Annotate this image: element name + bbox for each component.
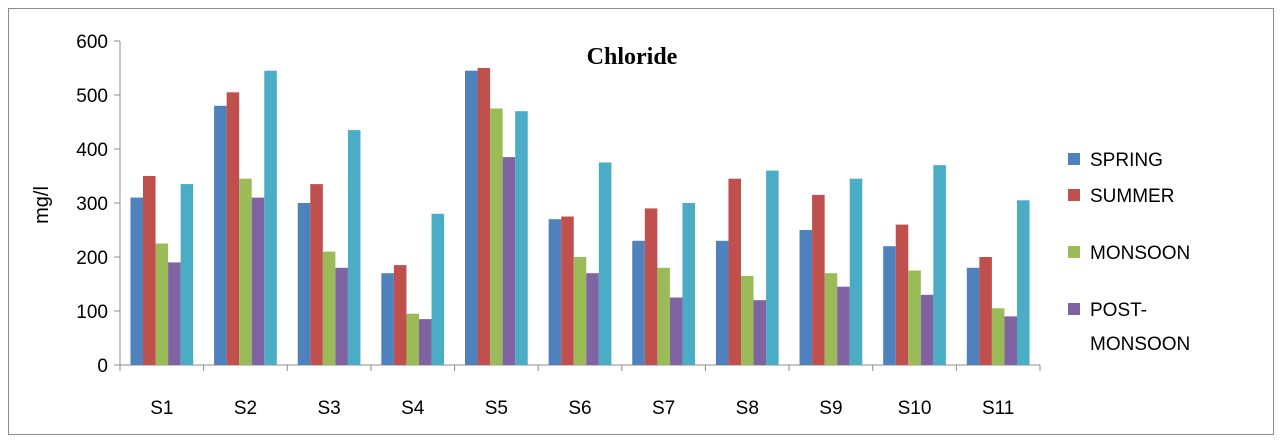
legend-swatch-spring [1068,153,1080,165]
bar [239,178,252,365]
chart-title: Chloride [587,44,678,70]
bar [766,170,779,365]
bar [715,240,729,365]
bar [1004,316,1017,365]
legend-label-summer: SUMMER [1090,186,1174,207]
bar [490,108,503,365]
x-tick-label: S8 [736,398,759,419]
bar [837,286,850,365]
bar [598,162,612,365]
x-tick-label: S6 [568,398,591,419]
y-tick-label: 500 [76,86,108,107]
x-tick-label: S2 [234,398,257,419]
y-tick-label: 300 [76,194,108,215]
x-tick-label: S9 [819,398,842,419]
bar [214,105,227,366]
bar [883,246,896,365]
bar [347,130,361,365]
bar [393,265,407,365]
bar [966,267,980,365]
bar [155,243,169,365]
bar [991,308,1005,365]
y-tick-label: 100 [76,302,108,323]
y-axis-title: mg/l [31,186,53,224]
bar [226,92,240,366]
bar [143,176,156,365]
x-tick-label: S5 [485,398,508,419]
bar [477,68,491,365]
bar [933,165,946,365]
bars [130,68,1030,366]
x-tick-label: S3 [317,398,340,419]
bar [130,197,143,365]
x-tick-label: S1 [150,398,173,419]
x-tick-label: S4 [401,398,425,419]
bar [979,257,992,365]
x-axis: S1 S2 S3 S4 S5 S6 S7 S8 S9 S10 S11 [119,364,1041,419]
y-axis: 0 100 200 300 400 500 600 [76,32,121,377]
bar [741,275,754,365]
x-tick-label: S11 [982,398,1014,419]
bar [515,111,528,365]
legend-swatch-summer [1068,189,1080,201]
bar [657,267,670,365]
bar [465,70,478,365]
bar [908,270,921,365]
bar [1017,200,1030,365]
bar [322,251,336,365]
legend-swatch-post-monsoon [1068,303,1080,315]
bar [264,70,277,365]
bar [406,313,419,365]
legend: SPRING SUMMER MONSOON POST- MONSOON [1068,150,1190,355]
legend-label-monsoon: MONSOON [1090,243,1190,264]
y-tick-label: 0 [97,356,108,377]
bar [799,230,813,365]
bar [251,197,265,365]
bar [419,319,432,365]
bar [753,300,767,365]
bar [431,213,445,365]
bar [895,224,909,365]
bar [920,294,934,365]
bar [728,178,741,365]
bar [586,273,599,365]
bar [297,203,311,365]
bar [310,184,323,365]
bar [180,184,194,365]
legend-label-post-monsoon-line1: POST- [1090,300,1147,321]
x-tick-label: S7 [652,398,675,419]
bar [849,178,863,365]
x-tick-label: S10 [898,398,932,419]
bar [168,262,181,365]
bar [502,157,516,365]
bar [381,273,394,365]
bar [812,194,825,365]
bar [573,257,587,365]
bar [548,219,562,365]
legend-label-post-monsoon-line2: MONSOON [1090,334,1190,355]
y-tick-label: 400 [76,140,108,161]
bar [335,267,348,365]
bar [644,208,658,365]
legend-swatch-monsoon [1068,246,1080,258]
bar [682,203,695,365]
bar [824,273,838,365]
y-tick-label: 600 [76,32,108,53]
bar [561,216,574,365]
legend-label-spring: SPRING [1090,150,1163,171]
bar [669,297,683,365]
bar [632,240,645,365]
y-tick-label: 200 [76,248,108,269]
